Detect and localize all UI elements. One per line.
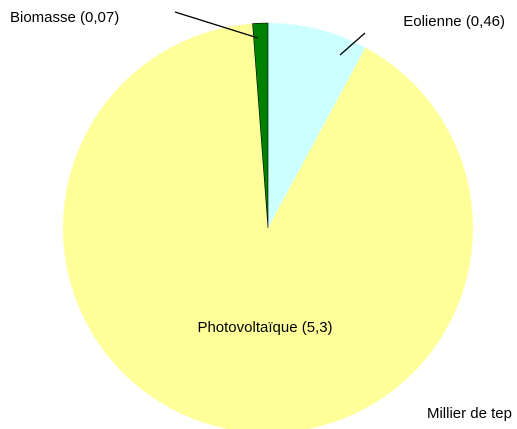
pie-slice: [252, 22, 269, 229]
slice-name: Photovoltaïque: [197, 319, 297, 336]
slice-label: Eolienne (0,46): [403, 13, 505, 30]
slice-name: Biomasse: [10, 9, 76, 26]
slice-value: (0,46): [466, 13, 505, 30]
slice-name: Eolienne: [403, 13, 461, 30]
pie-slice: [63, 23, 473, 429]
pie-slice: [268, 23, 366, 228]
slice-label: Biomasse (0,07): [10, 9, 119, 26]
slice-value: (5,3): [302, 319, 333, 336]
unit-note: Millier de tep: [427, 405, 512, 422]
leader-line: [174, 11, 259, 39]
slice-value: (0,07): [80, 9, 119, 26]
leader-line: [339, 32, 366, 56]
slice-label: Photovoltaïque (5,3): [197, 319, 332, 336]
